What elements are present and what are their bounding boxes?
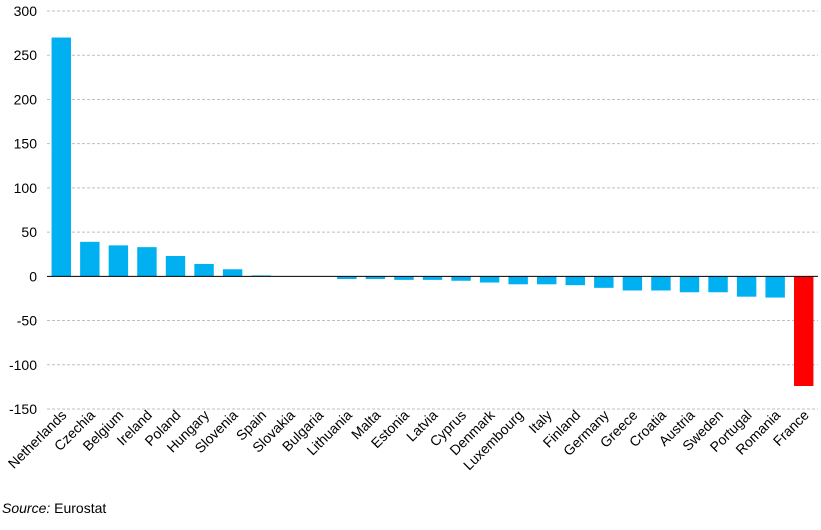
y-tick-label: -50 xyxy=(17,313,37,329)
source-label: Source: xyxy=(2,500,51,516)
bar-lithuania xyxy=(337,276,357,279)
y-tick-label: 150 xyxy=(14,136,38,152)
bar-greece xyxy=(622,276,643,291)
bar-slovenia xyxy=(222,269,243,277)
y-tick-label: 250 xyxy=(14,47,38,63)
bar-poland xyxy=(165,255,186,277)
y-tick-label: -100 xyxy=(9,357,37,373)
bar-chart: 300 250 200 150 100 50 0 -50 -100 -150 Netherland… xyxy=(5,3,818,473)
x-axis-category-labels: NetherlandsCzechiaBelgiumIrelandPolandHu… xyxy=(5,406,812,473)
y-tick-label: 300 xyxy=(14,3,38,19)
bar-finland xyxy=(565,276,585,286)
source-note: Source: Eurostat xyxy=(2,500,106,516)
gridlines xyxy=(47,10,818,410)
bar-portugal xyxy=(736,276,757,297)
bar-austria xyxy=(679,276,700,293)
bar-sweden xyxy=(708,276,728,293)
bar-hungary xyxy=(194,263,214,277)
bar-estonia xyxy=(394,276,414,280)
bar-cyprus xyxy=(451,276,471,281)
bar-belgium xyxy=(108,245,129,277)
y-tick-label: 50 xyxy=(21,224,37,240)
y-tick-label: -150 xyxy=(9,401,37,417)
bar-france xyxy=(794,276,814,387)
y-tick-label: 200 xyxy=(14,91,38,107)
bar-croatia xyxy=(651,276,671,291)
source-text: Eurostat xyxy=(54,500,107,516)
bar-ireland xyxy=(137,247,157,277)
bars xyxy=(51,37,814,387)
bar-czechia xyxy=(80,241,100,277)
y-tick-label: 100 xyxy=(14,180,38,196)
bar-denmark xyxy=(479,276,500,283)
bar-latvia xyxy=(422,276,443,280)
bar-italy xyxy=(537,276,557,285)
y-tick-label: 0 xyxy=(29,268,37,284)
bar-germany xyxy=(594,276,614,288)
bar-romania xyxy=(765,276,785,298)
y-axis-tick-labels: 300 250 200 150 100 50 0 -50 -100 -150 xyxy=(9,3,37,417)
bar-malta xyxy=(365,276,386,279)
bar-luxembourg xyxy=(508,276,528,285)
bar-netherlands xyxy=(51,37,71,277)
